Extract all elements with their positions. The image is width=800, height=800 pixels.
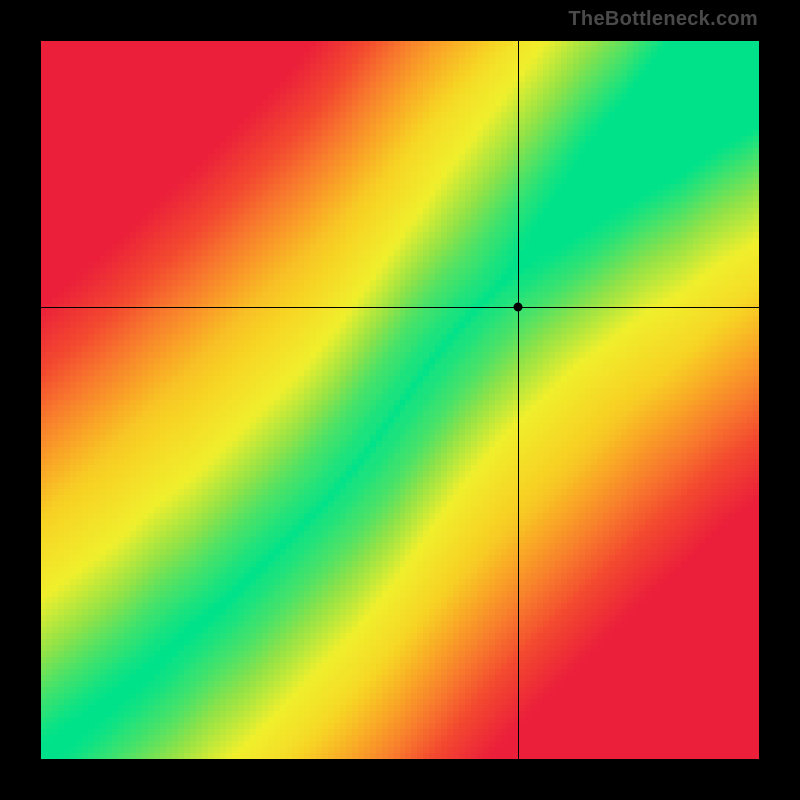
bottleneck-heatmap: [41, 41, 759, 759]
crosshair-horizontal: [41, 307, 759, 308]
watermark-text: TheBottleneck.com: [568, 8, 758, 31]
crosshair-vertical: [518, 41, 519, 759]
crosshair-marker: [514, 302, 523, 311]
heatmap-canvas: [41, 41, 759, 759]
